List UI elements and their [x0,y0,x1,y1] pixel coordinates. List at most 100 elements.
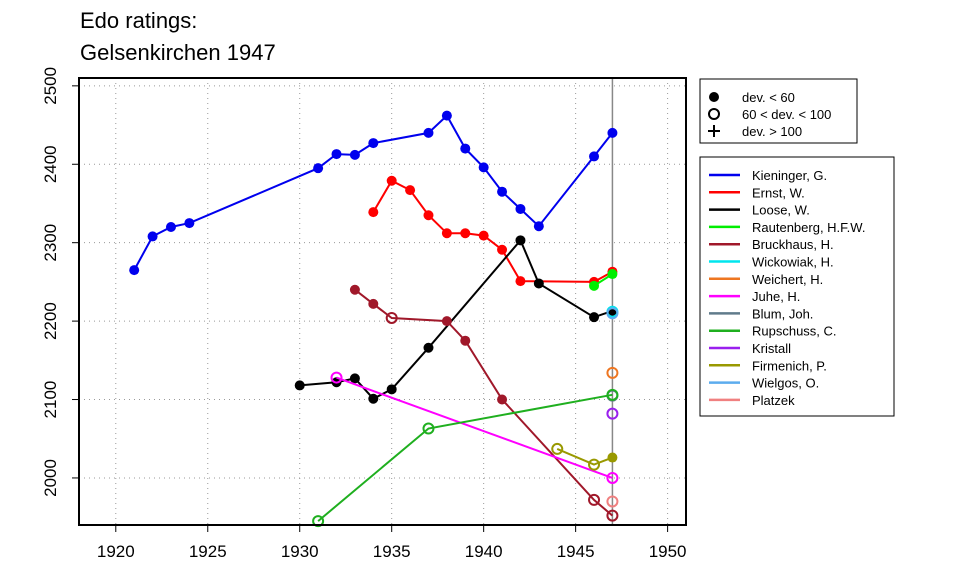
data-point [441,110,452,121]
data-point [460,143,471,154]
data-point [606,509,619,522]
data-point [589,151,600,162]
y-tick-label: 2400 [41,145,60,183]
legend-entry-label: Ernst, W. [752,185,805,200]
legend-entry-label: Wielgos, O. [752,376,819,391]
data-point [515,203,526,214]
y-tick-label: 2100 [41,381,60,419]
series-10 [606,407,619,420]
y-tick-label: 2200 [41,302,60,340]
data-point [349,149,360,160]
data-point [606,366,619,379]
data-point [368,138,379,149]
data-point [606,407,619,420]
data-point [607,269,618,280]
data-point [606,495,619,508]
series-line [317,393,613,522]
data-point [515,276,526,287]
data-point [460,335,471,346]
legend-marker-open [708,108,720,120]
chart-title-line-1: Edo ratings: [80,8,198,33]
x-tick-label: 1940 [465,542,503,561]
deviation-legend-box [699,78,858,144]
legend-entry-label: Weichert, H. [752,272,823,287]
series-line [299,238,613,400]
plot-frame [78,77,687,526]
data-point [368,298,379,309]
data-series [129,110,619,528]
series-13 [606,495,619,508]
data-point [588,493,601,506]
legend-marker-filled [709,92,719,102]
data-point [313,163,324,174]
series-0 [129,110,618,276]
data-point [423,127,434,138]
data-point [423,342,434,353]
data-point [386,384,397,395]
data-point [294,380,305,391]
series-6 [606,366,619,379]
legend-entry-label: Loose, W. [752,203,810,218]
data-point [533,278,544,289]
series-9 [312,388,619,528]
data-point [478,162,489,173]
legend-entry-label: Platzek [752,393,795,408]
series-3 [589,269,618,291]
series-line [336,376,613,479]
legend-entry-label: Firmenich, P. [752,358,827,373]
data-point [551,442,564,455]
series-4 [349,284,619,522]
data-point [588,458,601,471]
data-point [607,127,618,138]
data-point [331,149,342,160]
legend-entry-label: Blum, Joh. [752,306,813,321]
legend-entry-label: Kristall [752,341,791,356]
series-line [556,447,613,466]
data-point [349,373,360,384]
data-point [147,231,158,242]
legend-marker-plus [708,125,720,137]
x-tick-label: 1945 [557,542,595,561]
legend-entry-label: Wickowiak, H. [752,255,834,270]
data-point [441,316,452,327]
deviation-legend-label: 60 < dev. < 100 [742,107,831,122]
data-point [589,312,600,323]
grid-lines [79,78,686,525]
x-tick-label: 1930 [281,542,319,561]
chart-title-line-2: Gelsenkirchen 1947 [80,40,276,65]
data-point [497,394,508,405]
deviation-legend-label: dev. > 100 [742,124,802,139]
data-point [497,186,508,197]
data-point [385,311,398,324]
data-point [606,471,619,484]
legend-entry-label: Rupschuss, C. [752,324,837,339]
y-tick-label: 2000 [41,459,60,497]
y-tick-label: 2300 [41,224,60,262]
legend-entry-label: Kieninger, G. [752,168,827,183]
series-7 [330,371,619,484]
series-11 [551,442,618,471]
data-point [606,307,619,320]
data-point [349,284,360,295]
data-point [533,221,544,232]
data-point [423,210,434,221]
data-point [497,244,508,255]
data-point [368,393,379,404]
data-point [606,388,619,401]
data-point [607,452,618,463]
data-point [330,371,343,384]
legend-entry-label: Rautenberg, H.F.W. [752,220,865,235]
data-point [589,280,600,291]
data-point [165,222,176,232]
deviation-legend-label: dev. < 60 [742,90,795,105]
x-tick-label: 1925 [189,542,227,561]
x-tick-label: 1920 [97,542,135,561]
deviation-legend: dev. < 60 60 < dev. < 100 dev. > 100 [699,78,858,144]
data-point [478,230,489,241]
series-legend-box [699,156,895,417]
legend-entry-label: Bruckhaus, H. [752,237,834,252]
x-tick-label: 1935 [373,542,411,561]
series-1 [368,175,618,287]
data-point [441,228,452,239]
